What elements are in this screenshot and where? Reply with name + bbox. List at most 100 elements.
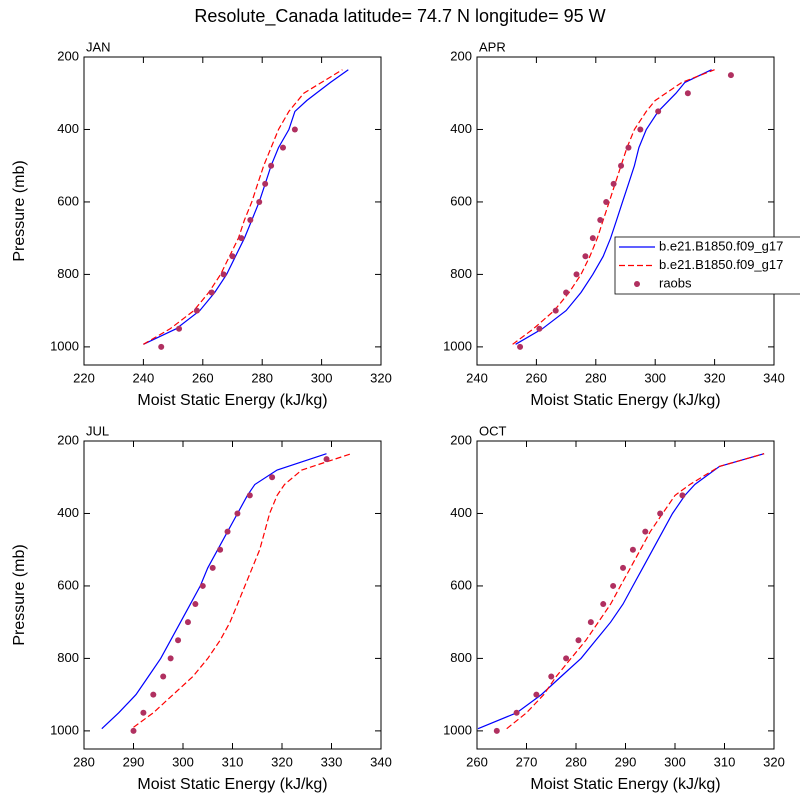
x-axis-label: Moist Static Energy (kJ/kg): [137, 776, 327, 793]
plot-frame: [476, 440, 775, 750]
data-point: [533, 691, 540, 698]
data-point: [589, 235, 596, 242]
y-tick-label: 800: [57, 266, 79, 281]
x-axis-label: Moist Static Energy (kJ/kg): [530, 392, 720, 409]
data-point: [573, 271, 580, 278]
y-tick-label: 200: [450, 432, 472, 447]
series-line: [101, 453, 327, 730]
x-tick-label: 280: [565, 754, 587, 769]
data-point: [175, 637, 182, 644]
y-tick-label: 200: [57, 432, 79, 447]
data-point: [563, 655, 570, 662]
y-tick-label: 400: [57, 505, 79, 520]
data-point: [536, 325, 543, 332]
x-tick-label: 300: [311, 370, 333, 385]
x-tick-label: 330: [321, 754, 343, 769]
x-tick-label: 270: [516, 754, 538, 769]
plot-frame: [83, 440, 382, 750]
data-point: [229, 253, 236, 260]
x-tick-label: 300: [644, 370, 666, 385]
y-tick-label: 600: [57, 193, 79, 208]
data-point: [600, 601, 607, 608]
data-point: [513, 709, 520, 716]
plot-frame: [83, 56, 382, 366]
data-point: [269, 474, 276, 481]
y-tick-label: 800: [57, 650, 79, 665]
data-point: [262, 180, 269, 187]
data-point: [291, 126, 298, 133]
y-tick-label: 1000: [50, 722, 79, 737]
x-tick-label: 310: [222, 754, 244, 769]
series-line: [506, 453, 765, 730]
data-point: [256, 198, 263, 205]
data-point: [184, 619, 191, 626]
data-point: [268, 162, 275, 169]
x-tick-label: 240: [466, 370, 488, 385]
x-tick-label: 280: [585, 370, 607, 385]
y-axis-label: Pressure (mb): [11, 544, 28, 645]
legend-label: b.e21.B1850.f09_g17: [659, 238, 783, 253]
data-point: [323, 456, 330, 463]
x-tick-label: 340: [763, 370, 785, 385]
series-line: [143, 69, 349, 345]
data-point: [517, 343, 524, 350]
x-tick-label: 260: [526, 370, 548, 385]
data-point: [246, 492, 253, 499]
data-point: [727, 72, 734, 79]
data-point: [618, 162, 625, 169]
data-point: [160, 673, 167, 680]
data-point: [603, 198, 610, 205]
data-point: [279, 144, 286, 151]
y-tick-label: 200: [57, 48, 79, 63]
data-point: [130, 727, 137, 734]
x-tick-label: 300: [664, 754, 686, 769]
panel-title: OCT: [479, 423, 507, 438]
data-point: [158, 343, 165, 350]
x-tick-label: 260: [466, 754, 488, 769]
x-tick-label: 240: [133, 370, 155, 385]
data-point: [199, 582, 206, 589]
data-point: [679, 492, 686, 499]
data-point: [220, 271, 227, 278]
data-point: [176, 325, 183, 332]
data-point: [610, 582, 617, 589]
data-point: [217, 546, 224, 553]
data-point: [193, 307, 200, 314]
y-tick-label: 1000: [50, 338, 79, 353]
data-point: [637, 126, 644, 133]
data-point: [657, 510, 664, 517]
x-tick-label: 310: [714, 754, 736, 769]
plot-frame: [476, 56, 775, 366]
x-tick-label: 220: [73, 370, 95, 385]
y-tick-label: 200: [450, 48, 472, 63]
data-point: [140, 709, 147, 716]
x-axis-label: Moist Static Energy (kJ/kg): [137, 392, 327, 409]
y-tick-label: 600: [450, 193, 472, 208]
x-tick-label: 300: [172, 754, 194, 769]
data-point: [224, 528, 231, 535]
x-axis-label: Moist Static Energy (kJ/kg): [530, 776, 720, 793]
y-tick-label: 800: [450, 266, 472, 281]
series-line: [477, 453, 765, 730]
data-point: [597, 217, 604, 224]
x-tick-label: 320: [271, 754, 293, 769]
data-point: [493, 727, 500, 734]
y-tick-label: 1000: [443, 338, 472, 353]
series-line: [133, 453, 352, 728]
data-point: [655, 108, 662, 115]
data-point: [642, 528, 649, 535]
data-point: [238, 235, 245, 242]
legend-label: b.e21.B1850.f09_g17: [659, 257, 783, 272]
data-point: [552, 307, 559, 314]
x-tick-label: 320: [370, 370, 392, 385]
x-tick-label: 320: [704, 370, 726, 385]
y-tick-label: 800: [450, 650, 472, 665]
data-point: [208, 289, 215, 296]
y-tick-label: 600: [450, 577, 472, 592]
y-tick-label: 400: [450, 121, 472, 136]
x-tick-label: 260: [192, 370, 214, 385]
legend-marker: [634, 281, 640, 287]
data-point: [167, 655, 174, 662]
